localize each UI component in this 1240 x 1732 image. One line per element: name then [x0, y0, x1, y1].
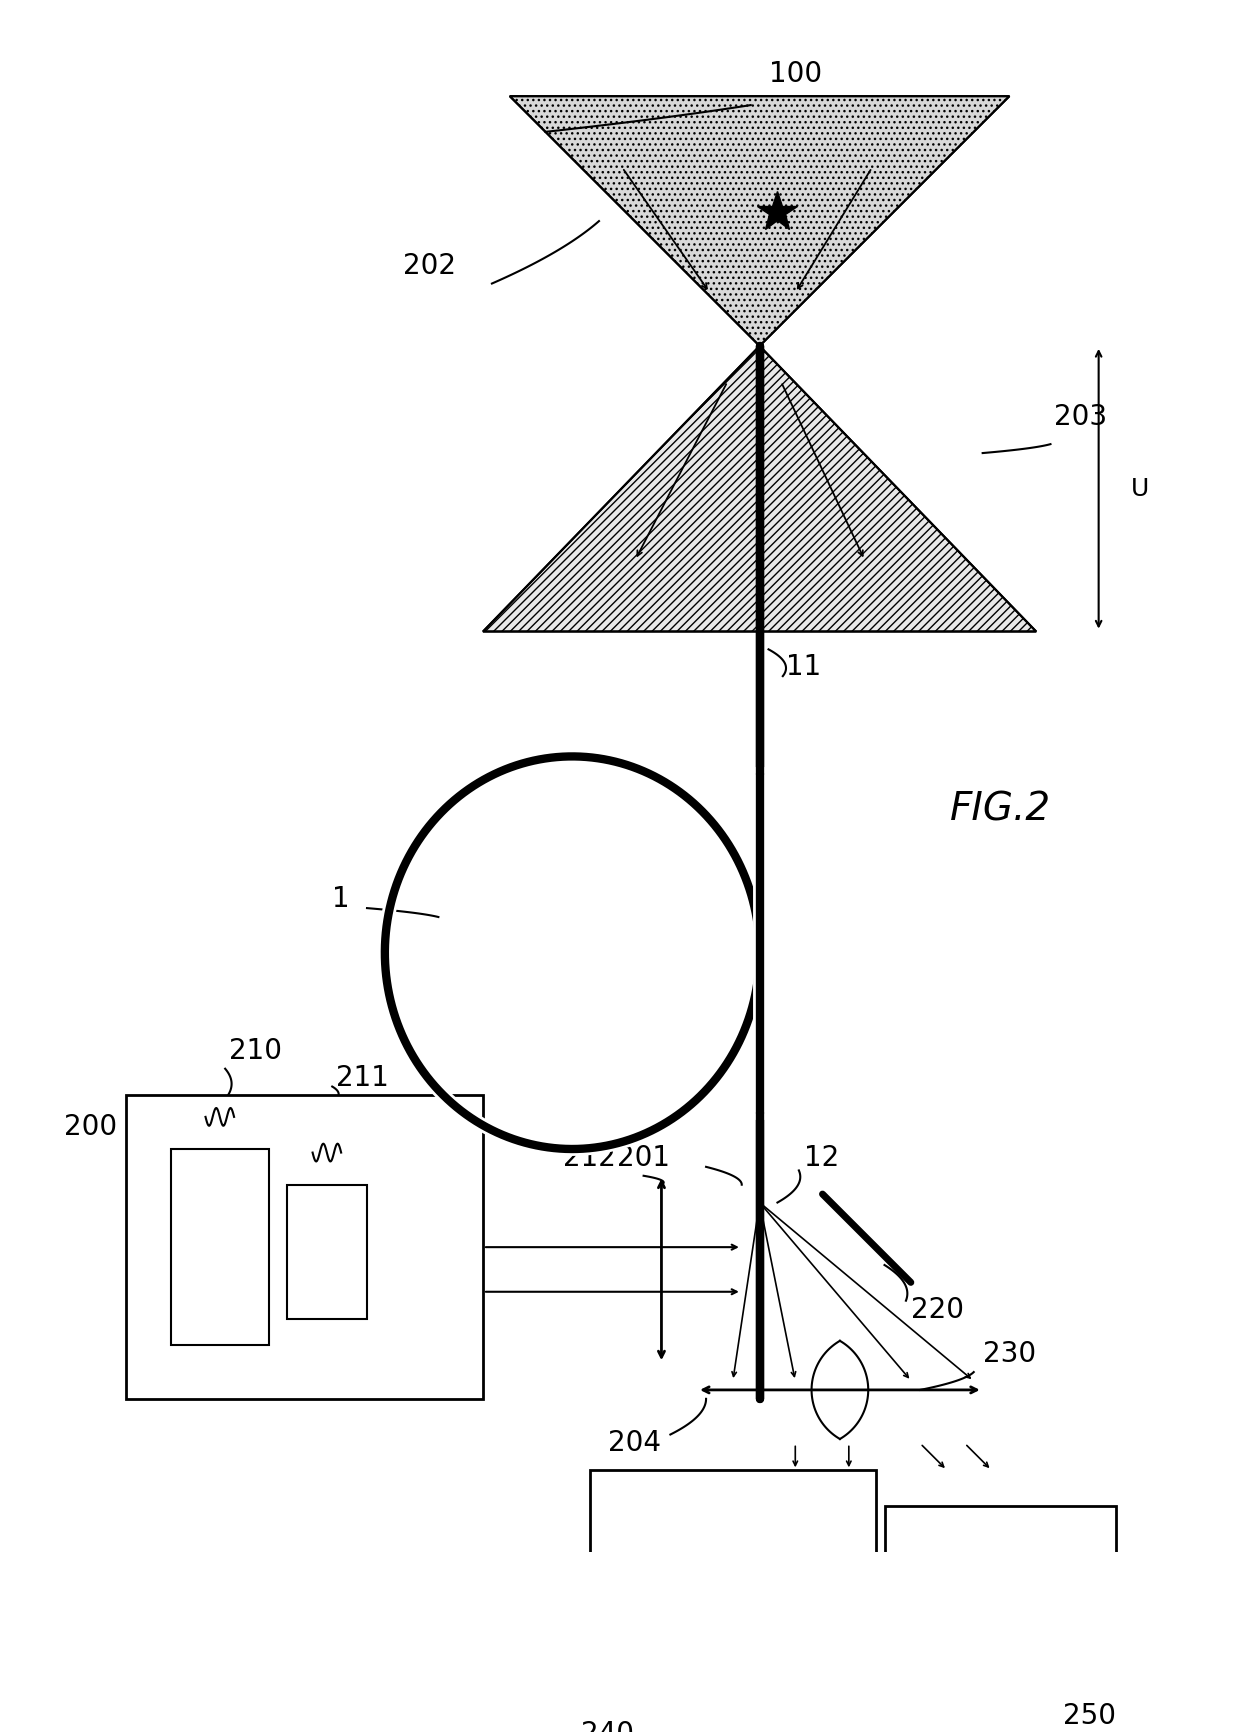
Text: 230: 230 [982, 1341, 1035, 1368]
Polygon shape [510, 97, 1009, 346]
Bar [286, 1185, 367, 1318]
Bar [126, 1095, 484, 1399]
Text: 203: 203 [1054, 404, 1107, 431]
Text: 211: 211 [336, 1063, 388, 1091]
Text: 250: 250 [1063, 1703, 1116, 1730]
Text: 200: 200 [64, 1114, 118, 1141]
Text: 201: 201 [616, 1143, 670, 1173]
Text: 210: 210 [228, 1037, 281, 1065]
Text: 204: 204 [608, 1429, 661, 1457]
Text: U: U [1131, 476, 1149, 501]
Text: 220: 220 [911, 1296, 965, 1323]
Bar [884, 1505, 1116, 1666]
Text: 240: 240 [582, 1720, 634, 1732]
Text: 212: 212 [563, 1143, 616, 1173]
Text: 1: 1 [331, 885, 350, 913]
Text: FIG.2: FIG.2 [950, 792, 1052, 830]
Text: 202: 202 [403, 251, 456, 279]
Text: 100: 100 [769, 61, 822, 88]
Text: 12: 12 [805, 1143, 839, 1173]
Bar [171, 1148, 269, 1346]
Bar [590, 1470, 875, 1684]
Text: 11: 11 [786, 653, 822, 681]
Polygon shape [484, 346, 1037, 632]
